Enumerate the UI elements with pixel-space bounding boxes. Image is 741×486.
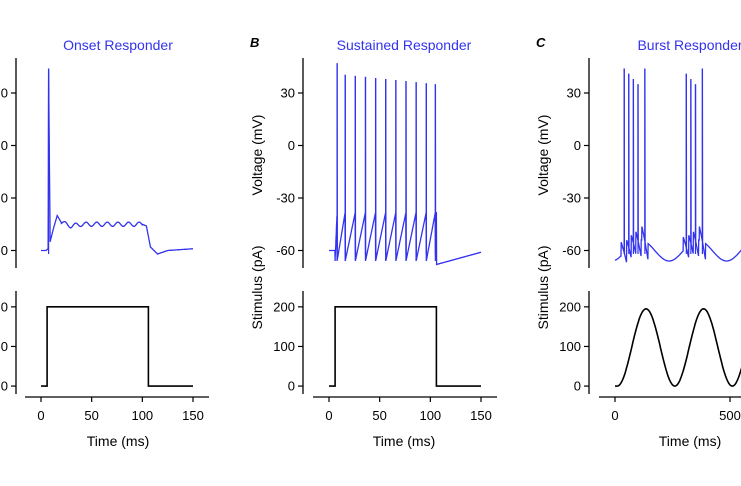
voltage-tick-label: 0 [288,138,295,153]
voltage-tick-label: -30 [276,191,295,206]
time-tick-label: 100 [419,408,441,423]
voltage-axis-label: Voltage (mV) [535,115,551,196]
time-tick-label: 0 [37,408,44,423]
panel-label: C [536,35,546,50]
voltage-trace [41,68,193,255]
voltage-tick-label: 0 [574,138,581,153]
panel-3: Burst Responder C -60 -30 0 30 0 100 200 Voltage … [535,35,741,449]
stimulus-tick-label: 0 [1,379,8,394]
voltage-tick-label: -60 [276,243,295,258]
voltage-tick-label: -30 [562,191,581,206]
time-axis-label: Time (ms) [659,433,721,449]
voltage-axis-label: Voltage (mV) [249,115,265,196]
time-tick-label: 150 [182,408,204,423]
stimulus-tick-label: 0 [1,339,8,354]
stimulus-trace [41,306,193,387]
time-tick-label: 50 [372,408,386,423]
stimulus-tick-label: 200 [273,299,295,314]
voltage-tick-label: 30 [567,86,581,101]
stimulus-tick-label: 0 [288,379,295,394]
stimulus-tick-label: 0 [574,379,581,394]
voltage-trace [614,68,741,263]
panel-label: B [250,35,259,50]
stimulus-axis-label: Stimulus (pA) [535,245,551,329]
time-tick-label: 50 [84,408,98,423]
stimulus-axis-label: Stimulus (pA) [249,245,265,329]
panel-title: Onset Responder [63,37,173,53]
voltage-trace [329,63,481,266]
voltage-tick-label: -60 [562,243,581,258]
stimulus-tick-label: 100 [559,339,581,354]
voltage-tick-label: 0 [1,191,8,206]
stimulus-tick-label: 200 [559,299,581,314]
time-tick-label: 150 [470,408,492,423]
stimulus-tick-label: 100 [273,339,295,354]
time-axis-label: Time (ms) [373,433,435,449]
time-tick-label: 100 [131,408,153,423]
voltage-tick-label: 0 [1,243,8,258]
panel-2: Sustained Responder B -60 -30 0 30 0 100 200 Volt… [249,35,497,449]
panel-title: Sustained Responder [337,37,472,53]
time-tick-label: 0 [325,408,332,423]
voltage-tick-label: 0 [1,138,8,153]
stimulus-trace [329,306,481,387]
time-tick-label: 0 [611,408,618,423]
voltage-tick-label: 30 [281,86,295,101]
voltage-tick-label: 0 [1,86,8,101]
panel-title: Burst Responder [637,37,741,53]
time-tick-label: 500 [719,408,741,423]
time-axis-label: Time (ms) [87,433,149,449]
panel-1: Onset Responder 0 0 0 0 0 0 0 0 50 100 150 Time (ms) [1,37,209,449]
stimulus-trace [615,307,741,387]
stimulus-tick-label: 0 [1,299,8,314]
